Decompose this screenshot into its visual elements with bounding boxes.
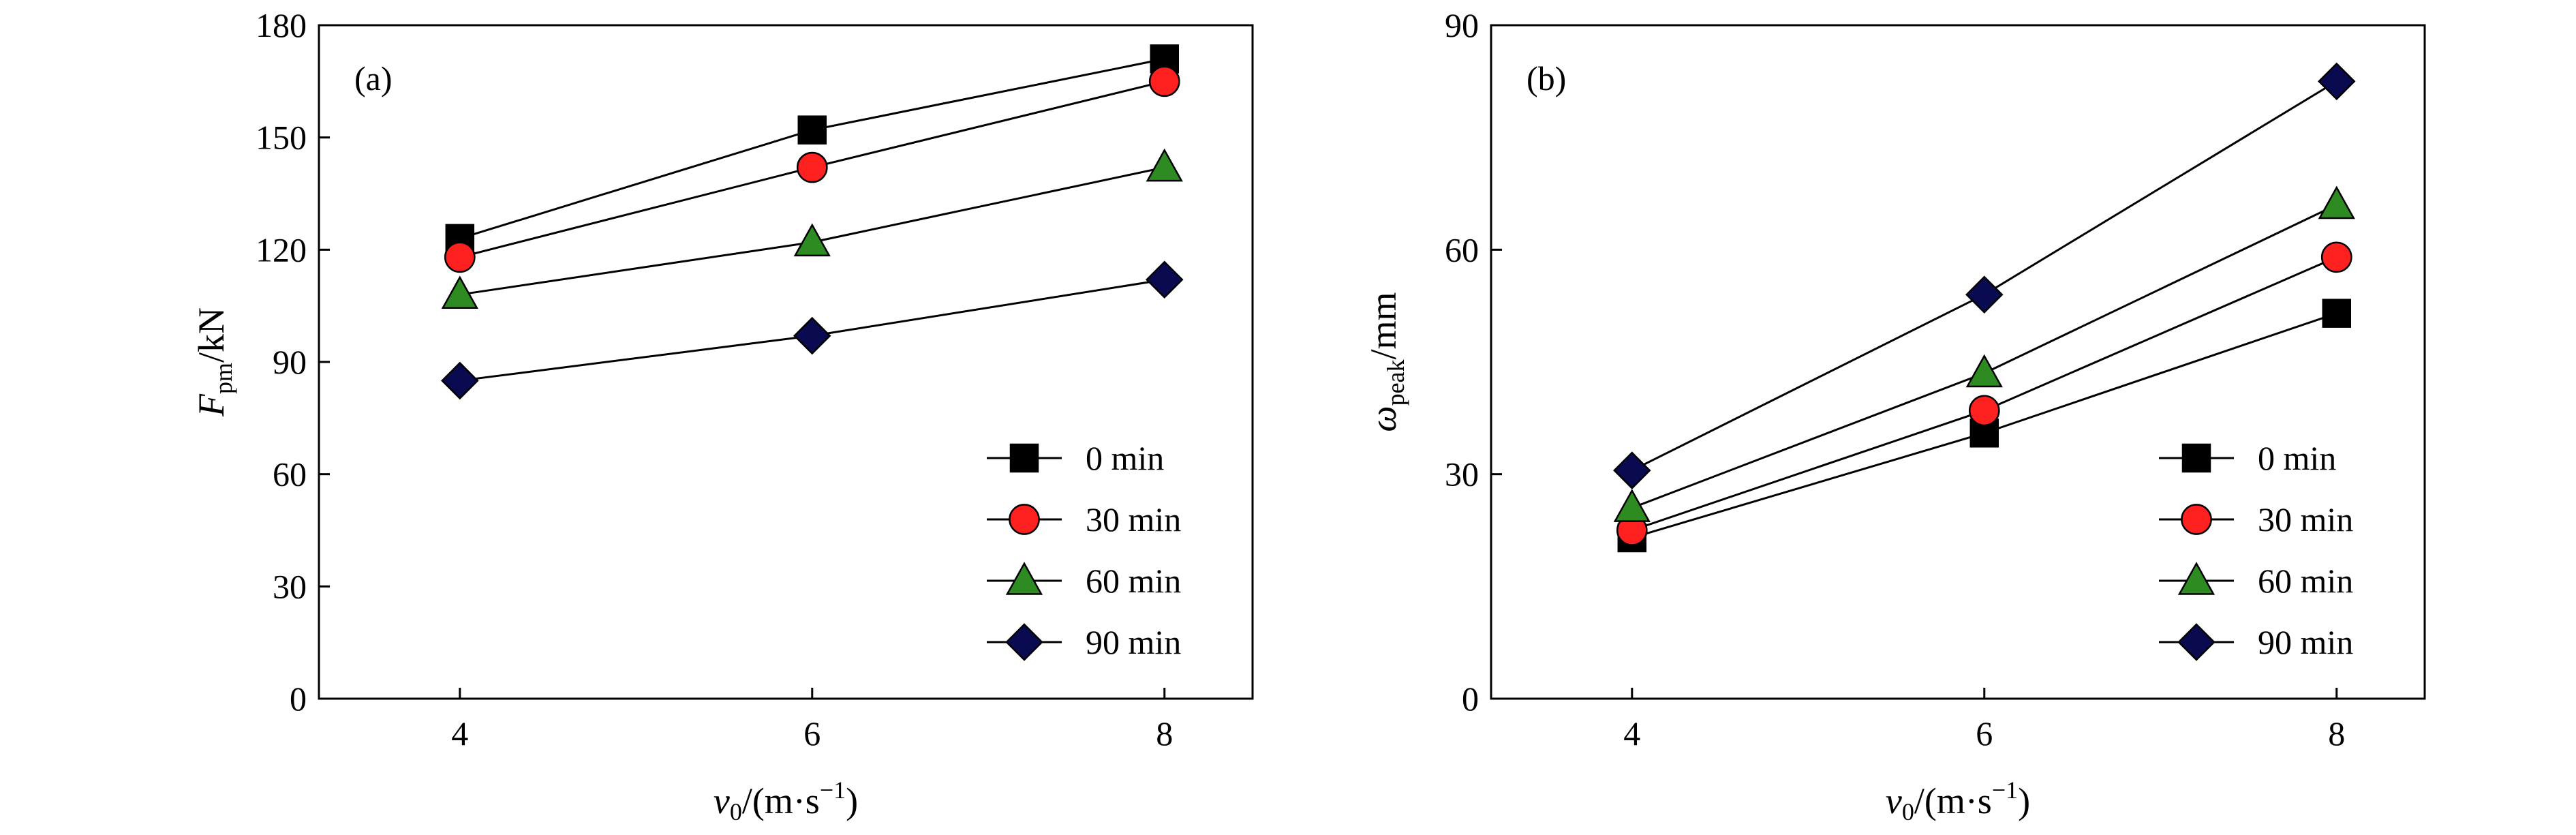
- y-tick-label: 60: [1445, 230, 1479, 269]
- legend-marker-diamond: [2177, 623, 2215, 661]
- data-point-diamond: [2317, 62, 2356, 101]
- x-tick-label: 8: [1156, 714, 1173, 753]
- legend-label: 90 min: [1086, 623, 1181, 661]
- series-60-min: [441, 148, 1183, 309]
- data-point-diamond: [793, 316, 831, 355]
- legend-item: 0 min: [2159, 439, 2336, 477]
- legend-item: 60 min: [2159, 562, 2353, 600]
- x-tick-label: 4: [451, 714, 468, 753]
- series-30-min: [1616, 241, 2352, 546]
- legend-item: 90 min: [2159, 623, 2353, 661]
- data-point-square: [797, 115, 827, 145]
- plot-frame: [1490, 24, 2426, 700]
- legend-marker-square: [1009, 443, 1039, 473]
- data-point-diamond: [441, 361, 479, 400]
- legend-marker-square: [2181, 443, 2211, 473]
- legend-marker-triangle: [1005, 562, 1043, 595]
- data-point-triangle: [1613, 489, 1651, 522]
- chart-panel-b: 0 30 60 90 4 6 8 (b) v0/(m·s−1) ωpeak/mm 0 min 30 m…: [1363, 6, 2426, 825]
- series-0-min: [445, 44, 1180, 254]
- y-tick-label: 180: [256, 6, 307, 44]
- legend-item: 30 min: [987, 500, 1181, 538]
- x-tick-label: 6: [1976, 714, 1993, 753]
- legend-label: 0 min: [2258, 439, 2336, 477]
- series-90-min: [441, 260, 1184, 400]
- x-tick-label: 8: [2328, 714, 2345, 753]
- data-point-circle: [444, 241, 476, 273]
- x-tick-label: 4: [1623, 714, 1640, 753]
- data-point-triangle: [1965, 354, 2003, 388]
- legend-label: 60 min: [1086, 562, 1181, 600]
- x-tick-label: 6: [803, 714, 821, 753]
- legend-item: 90 min: [987, 623, 1181, 661]
- data-point-triangle: [2318, 185, 2355, 219]
- y-tick-label: 90: [1445, 6, 1479, 44]
- legend-marker-triangle: [2177, 562, 2215, 595]
- panel-label: (b): [1527, 59, 1566, 97]
- series-90-min: [1613, 62, 2356, 489]
- data-point-circle: [796, 151, 828, 183]
- chart-panel-a: 0 30 60 90 120 150 180 4 6 8 (a) v0/(m·s−1) Fpm/kN 0 …: [191, 6, 1254, 825]
- series-30-min: [444, 65, 1180, 273]
- data-point-triangle: [441, 275, 478, 309]
- legend-item: 30 min: [2159, 500, 2353, 538]
- y-tick-label: 120: [256, 230, 307, 269]
- series-0-min: [1617, 299, 2352, 553]
- data-point-square: [2322, 299, 2352, 328]
- data-point-diamond: [1613, 451, 1651, 489]
- legend-marker-circle: [1009, 504, 1040, 535]
- legend-label: 90 min: [2258, 623, 2353, 661]
- legend-label: 30 min: [1086, 500, 1181, 538]
- y-tick-label: 90: [273, 343, 307, 381]
- data-point-triangle: [793, 223, 831, 257]
- y-tick-label: 60: [273, 455, 307, 494]
- data-point-circle: [1148, 65, 1180, 97]
- data-point-circle: [2320, 241, 2352, 273]
- y-tick-label: 30: [273, 567, 307, 605]
- y-tick-label: 0: [1462, 680, 1479, 718]
- legend-label: 30 min: [2258, 500, 2353, 538]
- y-tick-label: 30: [1445, 455, 1479, 494]
- data-point-diamond: [1965, 275, 2004, 314]
- legend-marker-circle: [2181, 504, 2212, 535]
- legend-label: 0 min: [1086, 439, 1164, 477]
- series-line: [459, 57, 1165, 240]
- y-axis-label: Fpm/kN: [191, 307, 237, 417]
- data-point-circle: [1968, 395, 2000, 427]
- x-axis-label: v0/(m·s−1): [714, 776, 858, 825]
- legend-item: 0 min: [987, 439, 1164, 477]
- legend-item: 60 min: [987, 562, 1181, 600]
- y-tick-label: 150: [256, 119, 307, 157]
- series-60-min: [1613, 185, 2355, 522]
- y-axis-label: ωpeak/mm: [1363, 292, 1409, 431]
- data-point-triangle: [1146, 148, 1183, 182]
- x-axis-label: v0/(m·s−1): [1886, 776, 2030, 825]
- panel-label: (a): [354, 59, 393, 97]
- data-point-diamond: [1145, 260, 1184, 299]
- legend-label: 60 min: [2258, 562, 2353, 600]
- y-tick-label: 0: [290, 680, 307, 718]
- legend-marker-diamond: [1005, 623, 1043, 661]
